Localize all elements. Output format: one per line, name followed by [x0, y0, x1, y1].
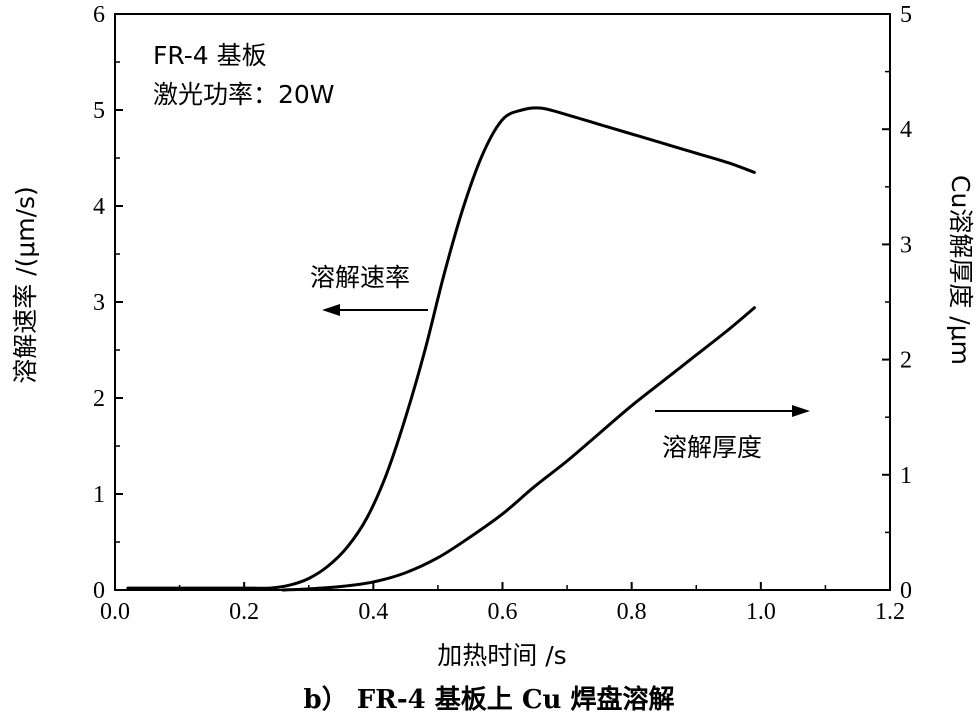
y-right-tick-label: 5	[900, 2, 912, 28]
x-axis-label: 加热时间 /s	[437, 641, 566, 670]
series-dissolution-thickness-line	[281, 306, 756, 592]
y-left-tick-label: 0	[93, 578, 105, 604]
y-axis-label-left: 溶解速率 /(μm/s)	[11, 186, 40, 384]
x-tick-label: 0.0	[100, 599, 130, 625]
y-right-tick-label: 4	[900, 117, 912, 143]
x-tick-label: 0.4	[358, 599, 388, 625]
annotation-rate-label: 溶解速率	[310, 263, 410, 292]
x-tick-label: 1.2	[875, 599, 905, 625]
series-layer	[126, 106, 756, 592]
y-right-tick-label: 3	[900, 232, 912, 258]
annotation-substrate: FR-4 基板	[153, 41, 267, 70]
y-right-tick-label: 2	[900, 348, 912, 374]
figure-caption: b） FR-4 基板上 Cu 焊盘溶解	[304, 684, 675, 715]
thickness-arrow-head	[792, 405, 810, 417]
y-left-tick-label: 1	[93, 482, 105, 508]
y-axis-label-right: Cu溶解厚度 /μm	[946, 175, 975, 365]
x-tick-label: 1.0	[746, 599, 776, 625]
y-left-tick-label: 2	[93, 386, 105, 412]
y-left-tick-label: 5	[93, 98, 105, 124]
y-left-tick-label: 3	[93, 290, 105, 316]
y-left-tick-label: 6	[93, 2, 105, 28]
x-tick-label: 0.6	[488, 599, 518, 625]
y-right-tick-label: 0	[900, 578, 912, 604]
rate-arrow-head	[322, 304, 340, 316]
y-right-tick-label: 1	[900, 463, 912, 489]
series-dissolution-rate-line	[126, 106, 756, 590]
y-left-tick-label: 4	[93, 194, 105, 220]
x-tick-label: 0.2	[229, 599, 259, 625]
x-tick-label: 0.8	[617, 599, 647, 625]
annotation-laser-power: 激光功率：20W	[153, 80, 335, 109]
annotation-thickness-label: 溶解厚度	[662, 433, 762, 462]
